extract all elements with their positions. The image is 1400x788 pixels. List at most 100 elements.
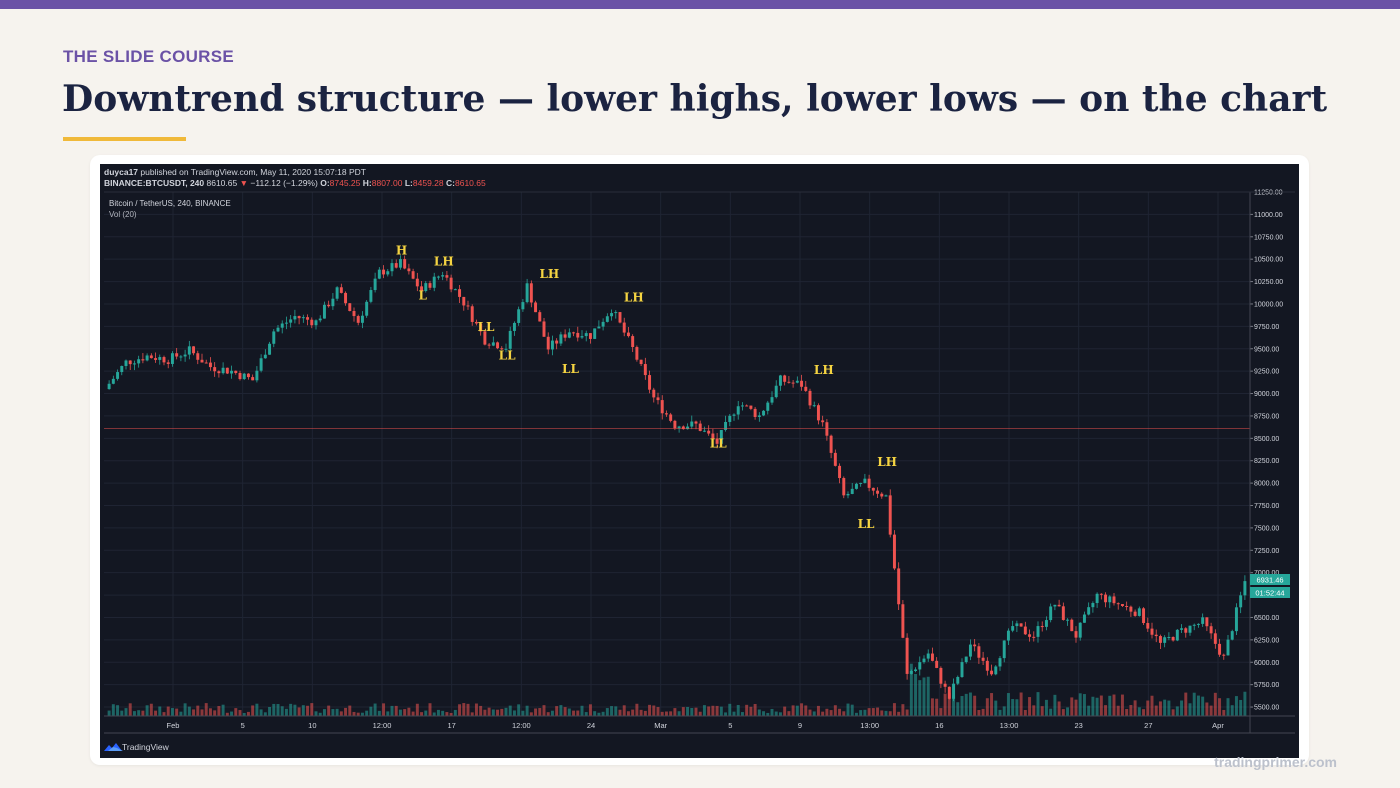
candle-body <box>542 321 546 337</box>
price-tag <box>1250 574 1290 585</box>
candle-body <box>892 534 896 569</box>
candle-body <box>757 415 761 417</box>
candle-body <box>293 316 297 320</box>
annotations: H L LH LL LL LH LL LH LL LH LH LL <box>396 244 897 531</box>
x-tick-label: 10 <box>308 721 316 730</box>
volume-bar <box>251 705 255 716</box>
candle-body <box>432 276 436 288</box>
volume-bar <box>289 703 293 716</box>
volume-bar <box>525 705 529 716</box>
candle-body <box>1091 603 1095 608</box>
candle-body <box>614 312 618 314</box>
volume-bar <box>643 710 647 716</box>
volume-bar <box>787 711 791 716</box>
y-tick-label: 9750.00 <box>1254 324 1279 331</box>
volume-bar <box>369 706 373 716</box>
candle-body <box>787 381 791 383</box>
annotation-label: L <box>418 288 427 302</box>
candle-body <box>512 322 516 331</box>
annotation-label: LL <box>710 436 727 450</box>
candle-body <box>462 296 466 306</box>
change-value: −112.12 (−1.29%) <box>250 178 318 188</box>
volume-bar <box>1040 706 1044 716</box>
candle-body <box>394 263 398 268</box>
volume-bar <box>749 706 753 716</box>
volume-bar <box>1137 707 1141 716</box>
volume-bar <box>892 703 896 716</box>
volume-bar <box>909 663 913 716</box>
close-value: 8610.65 <box>455 178 486 188</box>
volume-bar <box>576 710 580 716</box>
volume-bar <box>740 712 744 716</box>
volume-bar <box>491 709 495 716</box>
tradingview-logo-icon[interactable] <box>104 743 123 751</box>
candle-body <box>272 331 276 344</box>
volume-bar <box>1188 703 1192 716</box>
volume-bar <box>707 706 711 716</box>
volume-bar <box>1108 695 1112 716</box>
volume-bar <box>711 705 715 716</box>
annotation-label: LL <box>478 320 495 334</box>
y-tick-label: 5750.00 <box>1254 682 1279 689</box>
y-tick-label: 11250.00 <box>1254 190 1283 197</box>
volume-bar <box>1074 699 1078 716</box>
candle-body <box>1180 628 1184 630</box>
volume-bar <box>196 705 200 716</box>
candle-body <box>284 322 288 324</box>
annotation-label: LL <box>858 517 875 531</box>
candle-body <box>1205 617 1209 627</box>
volume-bar <box>656 707 660 716</box>
volume-bar <box>276 704 280 716</box>
volume-bar <box>128 703 132 716</box>
candle-body <box>669 414 673 421</box>
volume-bar <box>453 709 457 716</box>
candle-body <box>728 415 732 422</box>
candle-body <box>331 298 335 307</box>
volume-bar <box>432 712 436 716</box>
volume-bar <box>960 696 964 716</box>
volume-bar <box>111 704 115 716</box>
candle-body <box>1146 623 1150 629</box>
volume-bar <box>141 710 145 716</box>
candle-body <box>631 336 635 348</box>
annotation-label: LH <box>624 290 644 304</box>
volume-bar <box>863 709 867 716</box>
candle-body <box>576 332 580 338</box>
countdown-tag-text: 01:52:44 <box>1255 589 1284 598</box>
candle-body <box>804 386 808 391</box>
volume-bar <box>597 712 601 716</box>
candle-body <box>871 487 875 491</box>
candle-body <box>732 414 736 416</box>
candle-body <box>373 278 377 291</box>
volume-bar <box>458 704 462 716</box>
volume-bar <box>964 693 968 716</box>
candle-body <box>1175 629 1179 641</box>
volume-bar <box>1133 700 1137 716</box>
candle-body <box>897 568 901 605</box>
candle-body <box>766 402 770 411</box>
candle-body <box>141 359 145 361</box>
candle-body <box>259 358 263 371</box>
volume-bar <box>1154 705 1158 716</box>
volume-bar <box>175 708 179 716</box>
candle-body <box>778 375 782 386</box>
volume-bar <box>221 704 225 716</box>
candle-body <box>344 292 348 304</box>
candle-body <box>1158 636 1162 643</box>
x-tick-label: 17 <box>447 721 455 730</box>
candle-body <box>639 359 643 365</box>
candle-body <box>681 426 685 430</box>
volume-bar <box>859 710 863 716</box>
volume-bar <box>736 704 740 716</box>
volume-bar <box>124 708 128 716</box>
annotation-label: LH <box>434 254 454 268</box>
volume-bar <box>436 709 440 716</box>
candle-body <box>234 370 238 373</box>
volume-bar <box>1019 692 1023 716</box>
volume-bar <box>795 705 799 716</box>
tradingview-brand[interactable]: TradingView <box>122 742 170 752</box>
candle-body <box>867 478 871 488</box>
candle-body <box>301 317 305 319</box>
candle-body <box>436 276 440 278</box>
